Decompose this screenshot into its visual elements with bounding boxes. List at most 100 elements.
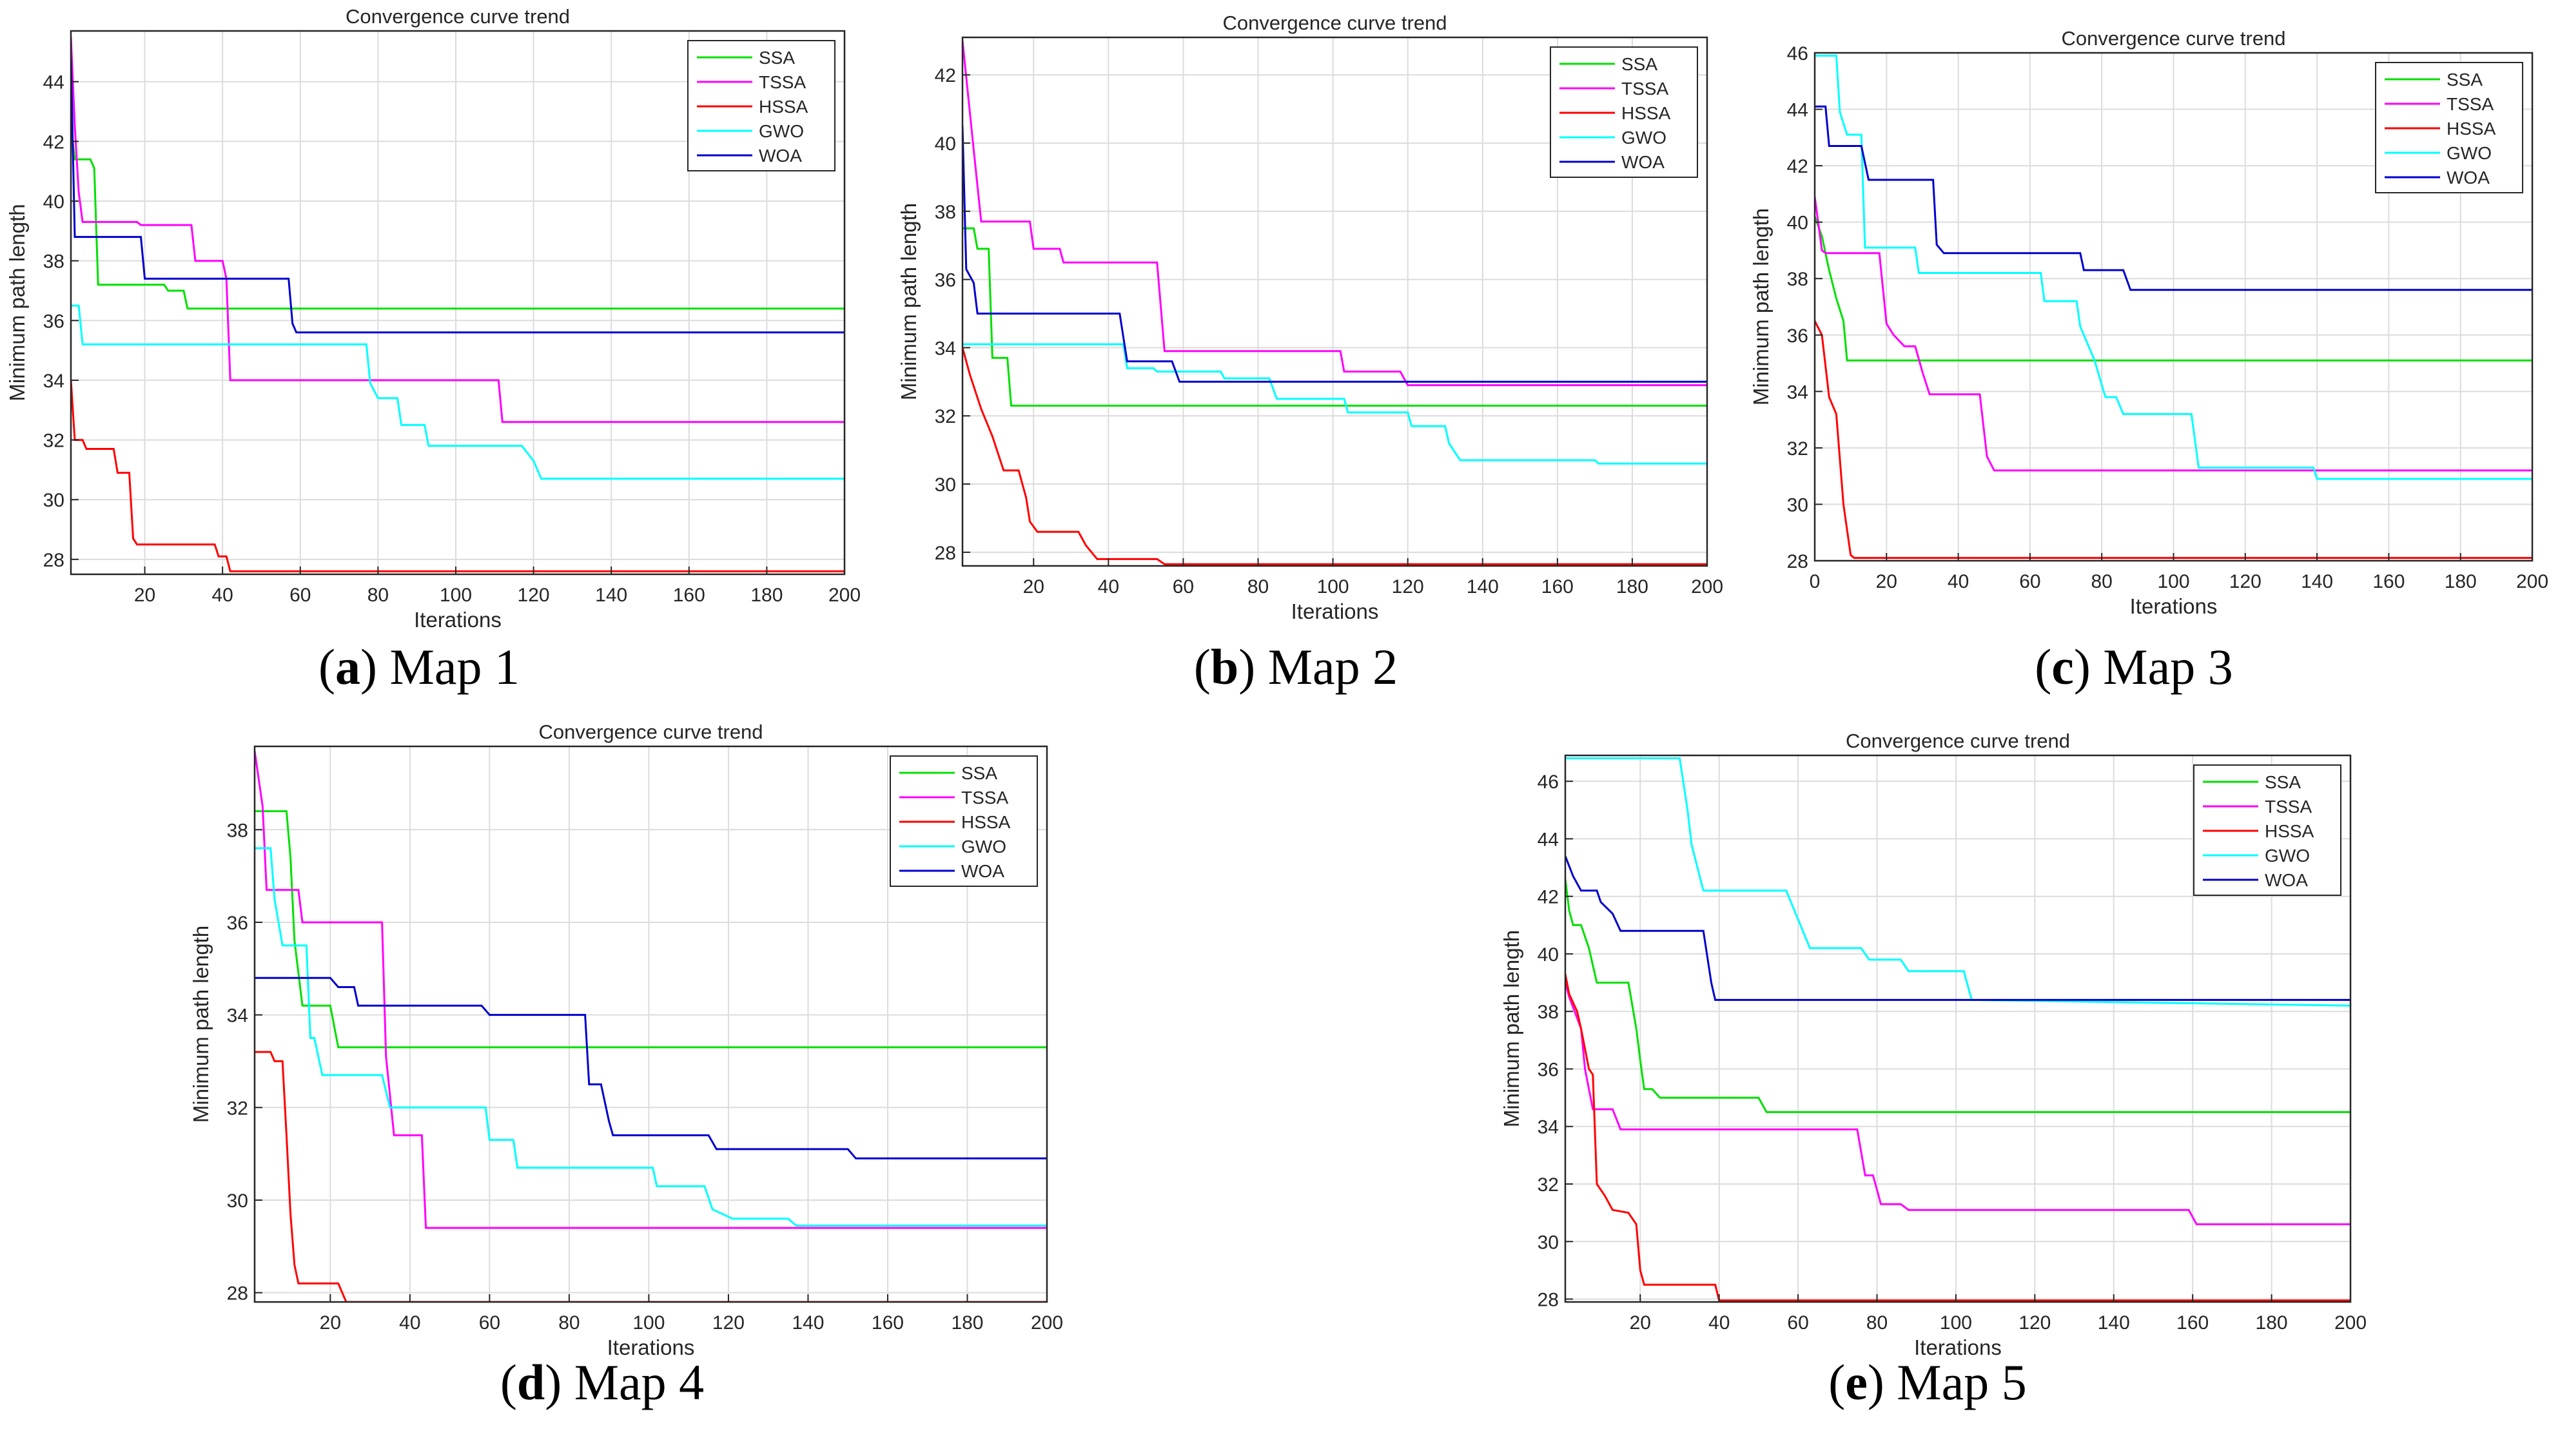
legend: SSA TSSA HSSA GWO WOA — [890, 755, 1038, 887]
y-tick-label: 40 — [1787, 213, 1808, 234]
series-group — [962, 41, 1707, 565]
series-line-ssa — [255, 810, 1047, 1049]
legend-label: TSSA — [759, 72, 806, 92]
x-tick-label: 40 — [399, 1312, 420, 1334]
y-tick-label: 32 — [227, 1098, 248, 1119]
caption-map-5: (e) Map 5 — [1828, 1354, 2027, 1410]
legend-label: HSSA — [2447, 119, 2496, 139]
legend-label: HSSA — [759, 97, 808, 117]
legend-label: WOA — [2447, 168, 2490, 188]
series-line-tssa — [1815, 197, 2532, 472]
x-tick-label: 160 — [872, 1312, 904, 1334]
y-tick-label: 28 — [1538, 1290, 1559, 1311]
legend-label: SSA — [759, 48, 795, 68]
series-group — [255, 750, 1047, 1302]
chart-title: Convergence curve trend — [1222, 12, 1447, 34]
legend-label: HSSA — [961, 812, 1011, 832]
y-tick-label: 30 — [1787, 494, 1808, 516]
legend-label: TSSA — [961, 788, 1008, 808]
x-tick-label: 40 — [1708, 1312, 1730, 1334]
legend-label: SSA — [2265, 772, 2301, 792]
grid — [1565, 755, 2351, 1302]
x-axis-label: Iterations — [414, 608, 502, 632]
legend-label: GWO — [961, 837, 1006, 857]
legend-label: WOA — [1621, 152, 1665, 172]
legend-label: HSSA — [1621, 103, 1671, 123]
panel-map-3: 0 20 40 60 80 100 120 140 160 180 200 28 30 32 34 36 38 4… — [1715, 0, 2553, 695]
y-tick-label: 38 — [43, 251, 64, 273]
y-tick-label: 32 — [1787, 438, 1808, 460]
y-tick-label: 38 — [1787, 269, 1808, 290]
x-tick-label: 160 — [2176, 1312, 2209, 1334]
y-axis-label: Minimum path length — [1749, 208, 1773, 405]
panel-map-2: 20 40 60 80 100 120 140 160 180 200 28 30 32 34 36 38 40… — [877, 0, 1723, 695]
x-axis-label: Iterations — [2130, 594, 2218, 618]
x-tick-label: 60 — [2019, 571, 2040, 592]
axes-box — [961, 36, 1708, 567]
series-line-hssa — [962, 347, 1707, 565]
y-tick-label: 34 — [227, 1005, 248, 1027]
x-tick-label: 180 — [2256, 1312, 2288, 1334]
y-tick-label: 34 — [43, 371, 64, 392]
series-line-woa — [71, 57, 845, 334]
axes-box — [70, 30, 846, 576]
x-tick-label: 120 — [2229, 571, 2262, 592]
x-tick-label: 60 — [479, 1312, 500, 1334]
legend-label: WOA — [759, 146, 802, 166]
y-tick-label: 40 — [43, 191, 64, 213]
y-tick-label: 42 — [1787, 156, 1808, 177]
x-tick-label: 100 — [2157, 571, 2189, 592]
y-tick-label: 36 — [1538, 1059, 1559, 1080]
x-tick-label: 40 — [1948, 571, 1969, 592]
caption-map-1: (a) Map 1 — [318, 639, 520, 695]
caption-text: Map 1 — [376, 639, 520, 695]
x-tick-label: 20 — [1630, 1312, 1651, 1334]
legend-label: GWO — [2447, 143, 2492, 163]
legend-label: TSSA — [2265, 797, 2312, 817]
y-tick-label: 34 — [935, 338, 956, 359]
y-tick-label: 30 — [227, 1190, 248, 1212]
y-tick-label: 30 — [1538, 1232, 1559, 1253]
caption-text: Map 5 — [1884, 1354, 2027, 1410]
y-axis-label: Minimum path length — [897, 203, 921, 400]
legend: SSA TSSA HSSA GWO WOA — [687, 40, 835, 171]
chart-title: Convergence curve trend — [1846, 730, 2070, 752]
x-tick-label: 180 — [2445, 571, 2477, 592]
series-line-gwo — [255, 847, 1047, 1227]
series-line-tssa — [71, 37, 845, 423]
y-tick-label: 28 — [227, 1283, 248, 1305]
y-tick-label: 42 — [935, 65, 956, 86]
y-tick-label: 34 — [1787, 382, 1808, 403]
y-tick-label: 36 — [935, 270, 956, 291]
y-tick-label: 28 — [935, 543, 956, 564]
x-tick-label: 0 — [1810, 571, 1821, 592]
caption-letter: a — [335, 639, 360, 695]
y-tick-label: 40 — [935, 133, 956, 155]
series-line-hssa — [71, 380, 845, 572]
x-tick-label: 120 — [2018, 1312, 2051, 1334]
x-tick-label: 60 — [289, 585, 311, 606]
caption-letter: e — [1845, 1354, 1868, 1410]
y-axis-label: Minimum path length — [189, 926, 213, 1123]
x-tick-label: 80 — [1866, 1312, 1888, 1334]
x-tick-label: 160 — [673, 585, 705, 606]
legend-label: WOA — [2265, 870, 2308, 890]
series-group — [1815, 54, 2532, 559]
series-line-woa — [1565, 855, 2350, 1001]
panel-map-4: 20 40 60 80 100 120 140 160 180 200 28 30 32 34 36 38 Co… — [183, 715, 1063, 1410]
caption-map-3: (c) Map 3 — [2035, 639, 2233, 695]
caption-letter: c — [2051, 639, 2074, 695]
chart-map-5: 20 40 60 80 100 120 140 160 180 200 28 30 32 34 36 38 40… — [1500, 730, 2367, 1359]
x-tick-label: 20 — [320, 1312, 341, 1334]
y-tick-label: 32 — [935, 406, 956, 427]
caption-letter: b — [1210, 639, 1239, 695]
caption-text: Map 3 — [2090, 639, 2233, 695]
x-tick-label: 200 — [2334, 1312, 2367, 1334]
y-tick-label: 44 — [43, 72, 64, 93]
y-tick-label: 42 — [1538, 887, 1559, 908]
y-tick-label: 38 — [1538, 1002, 1559, 1023]
x-tick-label: 40 — [211, 585, 233, 606]
y-tick-label: 32 — [1538, 1174, 1559, 1196]
legend-label: GWO — [759, 121, 804, 141]
series-line-gwo — [71, 304, 845, 480]
